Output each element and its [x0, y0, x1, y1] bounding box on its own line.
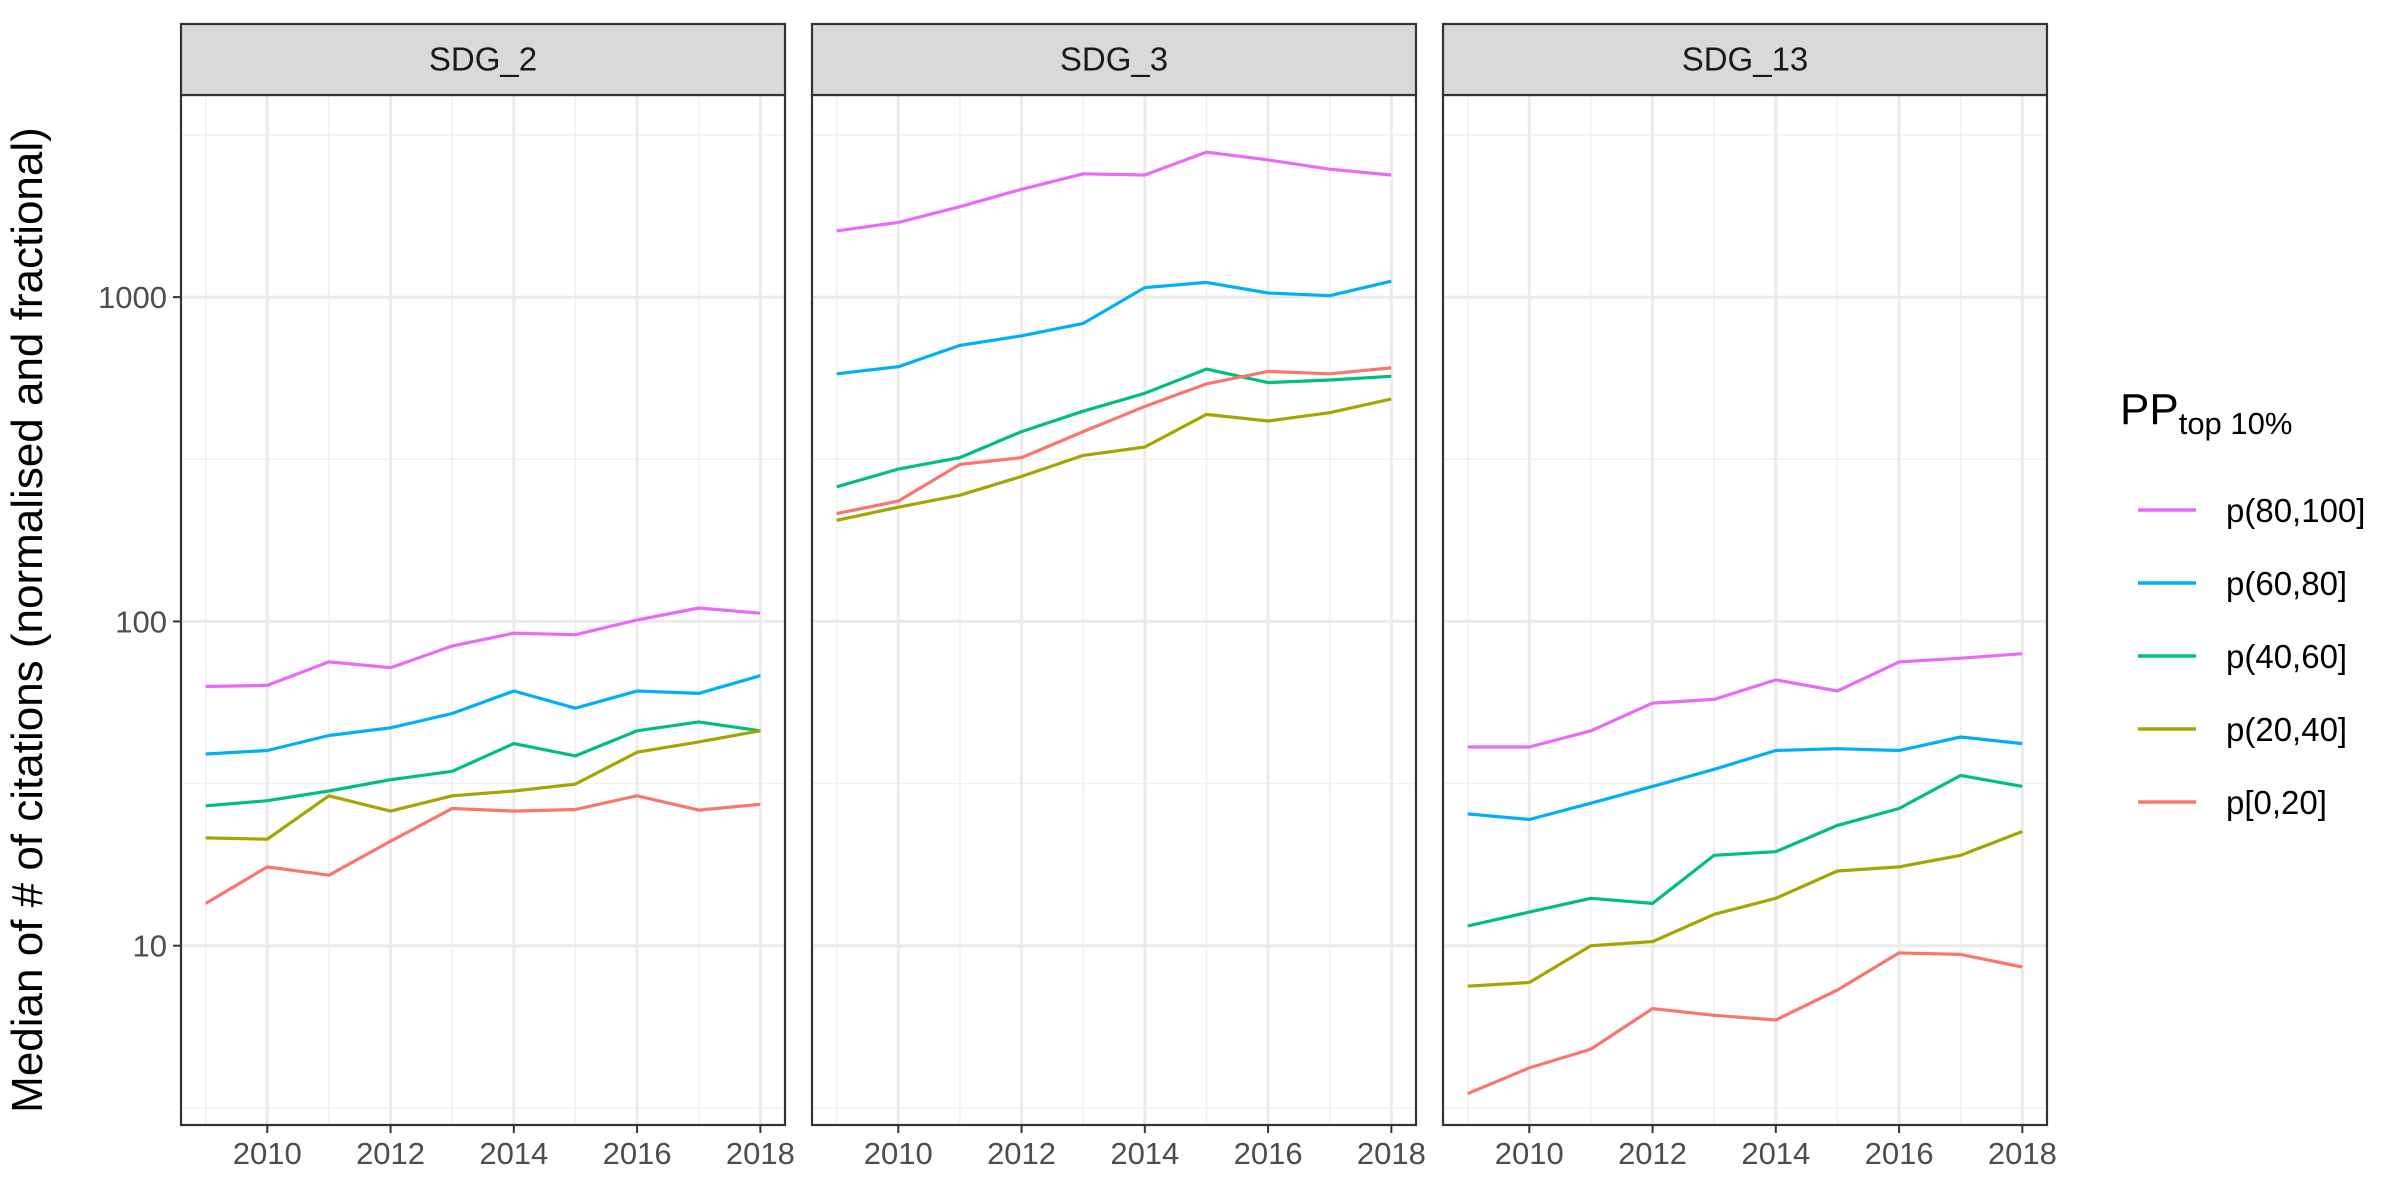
x-tick-label: 2018 [1357, 1136, 1426, 1171]
series-line-sdg-2-0 [205, 606, 761, 689]
series-line-sdg-3-4 [836, 366, 1392, 516]
legend-label: p(20,40] [2226, 711, 2347, 748]
series-line-sdg-2-2 [205, 720, 761, 808]
panel-sdg-3: SDG_3 2010 2012 2014 2016 2018 [810, 22, 1426, 1171]
x-tick-label: 2014 [1741, 1136, 1810, 1171]
y-tick-label: 1000 [98, 280, 167, 315]
series-line-sdg-2-4 [204, 794, 761, 905]
series-line-sdg-3-2 [836, 367, 1392, 489]
x-tick-label: 2012 [356, 1136, 425, 1171]
facet-strip-label: SDG_2 [429, 41, 537, 78]
facet-strip-label: SDG_13 [1682, 41, 1809, 78]
legend-label: p(80,100] [2226, 492, 2365, 529]
panel-sdg-2: SDG_2 2010 2012 2014 2016 2018 10 100 1000 [98, 22, 795, 1171]
legend-items: p(80,100] p(60,80] p(40,60] p(20,40] p[0,20] [2138, 492, 2365, 821]
legend-item: p(40,60] [2138, 638, 2347, 675]
legend-item: p(60,80] [2138, 565, 2347, 602]
x-tick-label: 2016 [603, 1136, 672, 1171]
x-tick-label: 2010 [1495, 1136, 1564, 1171]
x-tick-label: 2014 [479, 1136, 548, 1171]
panel-background [812, 95, 1416, 1125]
facet-strip [1441, 22, 2049, 97]
facet-strip-label: SDG_3 [1060, 41, 1168, 78]
x-tick-label: 2018 [1988, 1136, 2057, 1171]
series-line-sdg-3-1 [836, 279, 1392, 376]
x-tick-label: 2016 [1865, 1136, 1934, 1171]
series-line-sdg-3-0 [836, 150, 1392, 233]
facet-strip [179, 22, 787, 97]
facet-strip [810, 22, 1418, 97]
x-tick-label: 2010 [864, 1136, 933, 1171]
y-tick-label: 10 [133, 929, 167, 964]
legend-title-sub: top 10% [2179, 406, 2293, 441]
legend-label: p(60,80] [2226, 565, 2347, 602]
x-tick-label: 2014 [1110, 1136, 1179, 1171]
x-tick-label: 2012 [1618, 1136, 1687, 1171]
x-tick-label: 2018 [726, 1136, 795, 1171]
legend-item: p(80,100] [2138, 492, 2365, 529]
series-line-sdg-13-2 [1467, 773, 2023, 928]
legend-label: p[0,20] [2226, 784, 2327, 821]
x-tick-label: 2010 [233, 1136, 302, 1171]
panel-background [1443, 95, 2047, 1125]
series-line-sdg-2-1 [205, 674, 761, 756]
x-tick-label: 2012 [987, 1136, 1056, 1171]
series-line-sdg-3-3 [836, 397, 1392, 522]
series-line-sdg-13-4 [1467, 951, 2023, 1096]
legend-title: PPtop 10% [2120, 385, 2292, 441]
x-tick-label: 2016 [1234, 1136, 1303, 1171]
series-line-sdg-13-0 [1467, 652, 2023, 749]
legend-item: p(20,40] [2138, 711, 2347, 748]
panel-sdg-13: SDG_13 2010 2012 2014 2016 2018 [1441, 22, 2057, 1171]
legend: PPtop 10% p(80,100] p(60,80] p(40,60] p(20,… [2120, 385, 2365, 821]
legend-label: p(40,60] [2226, 638, 2347, 675]
series-line-sdg-13-1 [1467, 735, 2023, 822]
chart-panels: SDG_2 2010 2012 2014 2016 2018 10 100 1000 SDG_3 2… [98, 22, 2057, 1171]
y-tick-label: 100 [115, 604, 167, 639]
legend-title-main: PP [2120, 385, 2179, 434]
series-line-sdg-13-3 [1467, 830, 2023, 988]
legend-item: p[0,20] [2138, 784, 2327, 821]
y-axis-title: Median of # of citations (normalised and… [3, 127, 52, 1113]
series-line-sdg-2-3 [205, 729, 761, 841]
